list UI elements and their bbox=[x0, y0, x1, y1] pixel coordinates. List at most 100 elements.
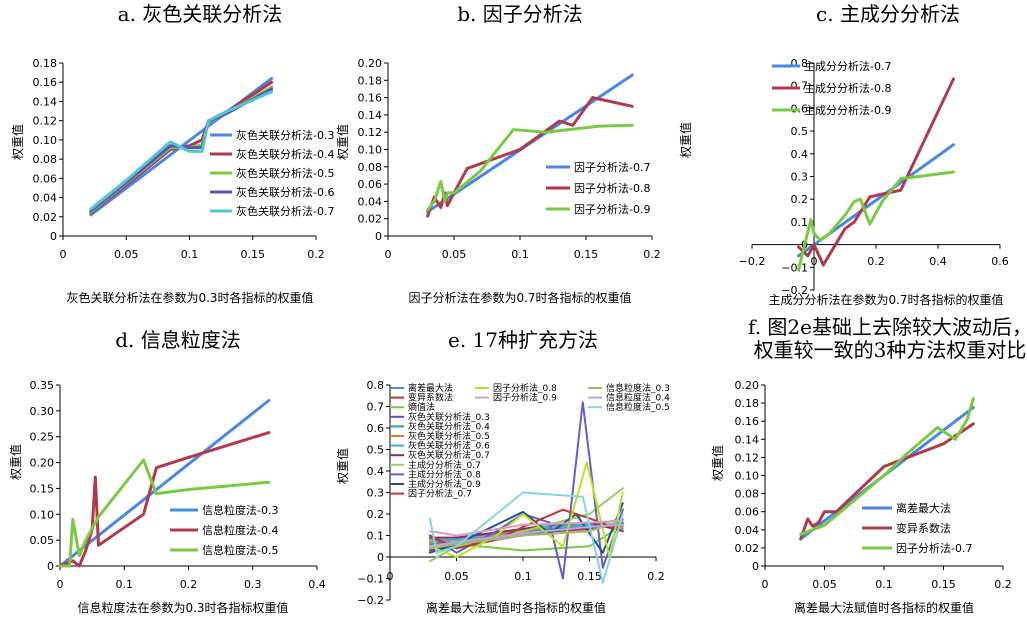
y-tick-label: 0.06 bbox=[358, 178, 383, 191]
y-tick-label: 0.10 bbox=[30, 508, 55, 521]
x-tick-label: 0 bbox=[762, 578, 769, 591]
y-tick-label: 0.14 bbox=[735, 433, 760, 446]
y-tick-label: 0.2 bbox=[791, 193, 809, 206]
y-tick-label: 0.15 bbox=[30, 482, 55, 495]
x-tick-label: 0 bbox=[385, 248, 392, 261]
y-tick-label: 0.20 bbox=[358, 57, 383, 70]
y-tick-label: 0.10 bbox=[358, 144, 383, 157]
legend-label: 信息粒度法_0.3 bbox=[606, 382, 670, 394]
x-tick-label: 0.4 bbox=[929, 255, 947, 268]
y-tick-label: 0.12 bbox=[735, 451, 760, 464]
legend-label: 主成分分析法-0.8 bbox=[804, 81, 891, 95]
y-tick-label: 0.06 bbox=[33, 172, 58, 185]
y-tick-label: −0.2 bbox=[781, 284, 808, 297]
y-tick-label: 0.25 bbox=[30, 431, 55, 444]
x-tick-label: −0.2 bbox=[739, 255, 766, 268]
y-axis-label: 权重值 bbox=[335, 448, 350, 484]
y-tick-label: 0.5 bbox=[791, 125, 809, 138]
y-tick-label: 0.1 bbox=[367, 530, 385, 543]
y-tick-label: 0.02 bbox=[735, 542, 760, 555]
y-tick-label: 0 bbox=[47, 560, 54, 573]
y-tick-label: 0.08 bbox=[358, 161, 383, 174]
x-tick-label: 0 bbox=[57, 578, 64, 591]
legend-label: 信息粒度法-0.3 bbox=[202, 503, 278, 517]
y-tick-label: 0 bbox=[375, 230, 382, 243]
y-tick-label: 0 bbox=[50, 230, 57, 243]
y-tick-label: −0.1 bbox=[357, 573, 384, 586]
y-tick-label: 0.14 bbox=[33, 95, 58, 108]
y-tick-label: 0.02 bbox=[33, 211, 58, 224]
series-line-12 bbox=[428, 508, 624, 550]
legend-label: 灰色关联分析法_0.4 bbox=[408, 420, 490, 432]
legend-label: 灰色关联分析法-0.6 bbox=[236, 185, 334, 199]
legend-label: 灰色关联分析法_0.6 bbox=[408, 440, 490, 452]
legend-label: 灰色关联分析法-0.4 bbox=[236, 147, 334, 161]
series-line-3 bbox=[58, 458, 271, 568]
series-line-16 bbox=[428, 523, 624, 548]
y-tick-label: 0.2 bbox=[367, 508, 385, 521]
series-line-3 bbox=[799, 397, 975, 536]
y-tick-label: 0.6 bbox=[367, 422, 385, 435]
x-tick-label: 0.1 bbox=[181, 248, 199, 261]
y-tick-label: 0.30 bbox=[30, 405, 55, 418]
chart-panel-d: d. 信息粒度法 0 0.1 0.2 0.3 0.4 0 0.05 0.10 0.15 0.20 0.… bbox=[8, 328, 326, 615]
legend-label: 信息粒度法_0.4 bbox=[606, 392, 670, 404]
y-tick-label: 0.02 bbox=[358, 213, 383, 226]
chart-title-line2: 权重较一致的3种方法权重对比 bbox=[754, 338, 1027, 362]
y-tick-label: 0.18 bbox=[33, 57, 58, 70]
x-axis-label: 主成分分析法在参数为0.7时各指标的权重值 bbox=[768, 292, 1003, 307]
y-tick-label: 0.06 bbox=[735, 506, 760, 519]
y-tick-label: 0.8 bbox=[367, 379, 385, 392]
x-tick-label: 0.05 bbox=[114, 248, 139, 261]
y-tick-label: 0.04 bbox=[33, 192, 58, 205]
y-tick-label: 0.16 bbox=[358, 92, 383, 105]
x-tick-label: 0.15 bbox=[577, 570, 602, 583]
y-axis-label: 权重值 bbox=[8, 444, 23, 480]
legend-label: 因子分析法_0.7 bbox=[408, 488, 472, 500]
legend-label: 灰色关联分析法-0.3 bbox=[236, 128, 334, 142]
x-tick-label: 0.6 bbox=[991, 255, 1009, 268]
legend: 离差最大法变异系数法熵值法灰色关联分析法_0.3灰色关联分析法_0.4灰色关联分… bbox=[390, 382, 670, 500]
y-axis-label: 权重值 bbox=[10, 124, 25, 160]
y-tick-label: 0.05 bbox=[30, 534, 55, 547]
chart-title: d. 信息粒度法 bbox=[115, 328, 241, 352]
series-line-14 bbox=[428, 519, 624, 537]
x-tick-label: 0 bbox=[811, 255, 818, 268]
series-line-3 bbox=[797, 170, 955, 272]
y-tick-label: 0.12 bbox=[33, 115, 58, 128]
legend-label: 灰色关联分析法-0.5 bbox=[236, 166, 334, 180]
x-tick-label: 0.05 bbox=[442, 248, 467, 261]
legend-label: 信息粒度法_0.5 bbox=[606, 401, 670, 413]
chart-title: b. 因子分析法 bbox=[457, 2, 583, 26]
legend-label: 因子分析法-0.8 bbox=[574, 181, 650, 195]
y-tick-label: 0.08 bbox=[33, 153, 58, 166]
chart-panel-a: a. 灰色关联分析法 0 0.05 0.1 0.15 0.2 0 0.02 0.04 0.06 0.… bbox=[10, 2, 334, 305]
legend-label: 灰色关联分析法_0.3 bbox=[408, 411, 490, 423]
legend-label: 变异系数法 bbox=[896, 521, 951, 535]
y-tick-label: 0.35 bbox=[30, 379, 55, 392]
series-line-2 bbox=[799, 422, 975, 541]
legend: 因子分析法-0.7 因子分析法-0.8 因子分析法-0.9 bbox=[546, 160, 650, 216]
legend: 灰色关联分析法-0.3 灰色关联分析法-0.4 灰色关联分析法-0.5 灰色关联分析法… bbox=[210, 128, 334, 218]
y-tick-label: 0.3 bbox=[367, 487, 385, 500]
y-tick-label: 0.16 bbox=[735, 415, 760, 428]
y-tick-label: 0.18 bbox=[735, 397, 760, 410]
legend-label: 因子分析法-0.7 bbox=[896, 541, 972, 555]
y-tick-label: 0.5 bbox=[367, 444, 385, 457]
x-axis-label: 因子分析法在参数为0.7时各指标的权重值 bbox=[408, 290, 631, 305]
y-tick-label: 0.20 bbox=[735, 379, 760, 392]
x-tick-label: 0.2 bbox=[643, 248, 661, 261]
series-line-2 bbox=[426, 96, 634, 218]
legend-label: 主成分分析法-0.9 bbox=[804, 103, 891, 117]
x-axis-label: 灰色关联分析法在参数为0.3时各指标的权重值 bbox=[66, 290, 313, 305]
x-tick-label: 0.3 bbox=[244, 578, 262, 591]
series-line-3 bbox=[426, 123, 634, 212]
y-tick-label: −0.2 bbox=[357, 594, 384, 607]
series-line-4 bbox=[89, 87, 274, 213]
chart-panel-c: c. 主成分分析法−0.2 0 0.2 0.4 0.6−0.2−0.100.10.20.… bbox=[678, 2, 1009, 307]
legend: 主成分分析法-0.7 主成分分析法-0.8 主成分分析法-0.9 bbox=[772, 59, 891, 117]
y-tick-label: 0.1 bbox=[791, 216, 809, 229]
